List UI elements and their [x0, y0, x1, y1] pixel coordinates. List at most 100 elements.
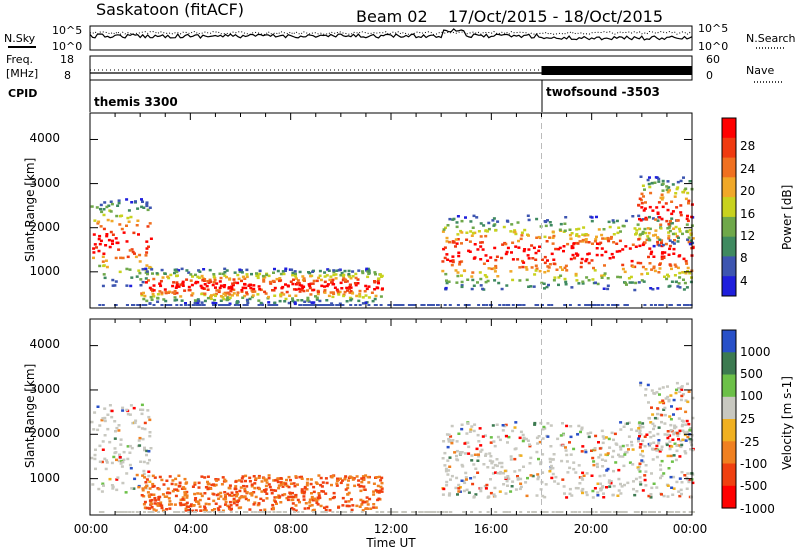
- echo-cell: [250, 272, 253, 276]
- echo-cell: [668, 239, 672, 242]
- echo-cell: [615, 443, 619, 446]
- echo-cell: [241, 286, 245, 290]
- echo-cell: [505, 250, 509, 254]
- echo-cell: [294, 509, 298, 512]
- echo-cell: [463, 481, 467, 485]
- echo-cell: [361, 296, 365, 299]
- echo-cell: [131, 421, 135, 425]
- echo-cell: [674, 458, 678, 462]
- echo-cell: [665, 443, 669, 447]
- echo-cell: [443, 256, 447, 260]
- echo-cell: [673, 424, 677, 427]
- echo-cell: [197, 299, 201, 303]
- echo-cell: [645, 238, 649, 242]
- echo-cell: [617, 226, 621, 229]
- echo-cell: [148, 418, 152, 422]
- echo-cell: [627, 277, 631, 280]
- echo-cell: [486, 279, 490, 283]
- echo-cell: [118, 453, 121, 456]
- echo-cell: [175, 283, 179, 286]
- echo-cell: [336, 477, 339, 480]
- echo-cell: [119, 256, 123, 260]
- echo-cell: [347, 269, 351, 273]
- echo-cell: [372, 482, 376, 485]
- echo-cell: [250, 289, 254, 292]
- echo-cell: [235, 493, 239, 496]
- echo-cell: [207, 497, 211, 500]
- ground-scatter-cell: [124, 511, 128, 513]
- echo-cell: [683, 450, 687, 453]
- echo-cell: [145, 453, 148, 457]
- echo-cell: [569, 435, 573, 439]
- echo-cell: [204, 502, 208, 506]
- echo-cell: [666, 385, 669, 388]
- nave-dense-block: [541, 66, 692, 75]
- ground-scatter-cell: [336, 511, 340, 513]
- echo-cell: [250, 485, 254, 488]
- echo-cell: [283, 300, 287, 303]
- echo-cell: [541, 453, 545, 456]
- echo-cell: [295, 277, 298, 280]
- ground-scatter-cell: [502, 511, 506, 513]
- echo-cell: [143, 427, 147, 431]
- echo-cell: [380, 481, 384, 485]
- echo-cell: [113, 284, 117, 287]
- echo-cell: [663, 406, 667, 410]
- echo-cell: [536, 473, 540, 476]
- echo-cell: [538, 245, 541, 248]
- echo-cell: [193, 498, 197, 502]
- echo-cell: [667, 223, 671, 226]
- echo-cell: [321, 481, 325, 484]
- ground-scatter-cell: [593, 304, 597, 306]
- echo-cell: [314, 481, 318, 484]
- echo-cell: [121, 460, 125, 464]
- echo-cell: [551, 236, 555, 239]
- echo-cell: [529, 285, 533, 288]
- power-cbar-tick-8: 8: [740, 251, 748, 265]
- echo-cell: [446, 258, 450, 261]
- echo-cell: [108, 477, 112, 481]
- echo-cell: [618, 445, 622, 448]
- echo-cell: [330, 302, 334, 305]
- echo-cell: [641, 460, 645, 464]
- echo-cell: [294, 288, 298, 291]
- echo-cell: [455, 449, 459, 453]
- echo-cell: [672, 247, 676, 251]
- echo-cell: [584, 259, 588, 263]
- echo-cell: [575, 279, 579, 282]
- echo-cell: [646, 235, 650, 238]
- echo-cell: [561, 478, 565, 481]
- echo-cell: [655, 391, 659, 394]
- echo-cell: [466, 278, 470, 281]
- echo-cell: [513, 426, 517, 429]
- echo-cell: [675, 187, 679, 191]
- echo-cell: [185, 496, 189, 499]
- echo-cell: [565, 460, 569, 463]
- echo-cell: [615, 250, 619, 253]
- echo-cell: [448, 456, 452, 459]
- echo-cell: [258, 269, 262, 273]
- echo-cell: [659, 468, 663, 471]
- echo-cell: [684, 410, 688, 414]
- echo-cell: [472, 496, 476, 499]
- echo-cell: [242, 275, 245, 279]
- echo-cell: [677, 387, 681, 390]
- ground-scatter-cell: [533, 511, 537, 513]
- echo-cell: [142, 472, 146, 476]
- echo-cell: [603, 264, 606, 267]
- echo-cell: [595, 235, 598, 239]
- echo-cell: [615, 242, 619, 245]
- echo-cell: [221, 476, 225, 479]
- echo-cell: [146, 208, 150, 212]
- echo-cell: [306, 299, 310, 302]
- echo-cell: [101, 448, 105, 451]
- echo-cell: [674, 265, 678, 268]
- echo-cell: [106, 218, 110, 222]
- echo-cell: [174, 494, 178, 498]
- echo-cell: [150, 298, 154, 301]
- echo-cell: [359, 498, 363, 502]
- nsky-line: [89, 28, 693, 41]
- echo-cell: [111, 284, 115, 287]
- echo-cell: [580, 450, 584, 453]
- echo-cell: [637, 281, 641, 284]
